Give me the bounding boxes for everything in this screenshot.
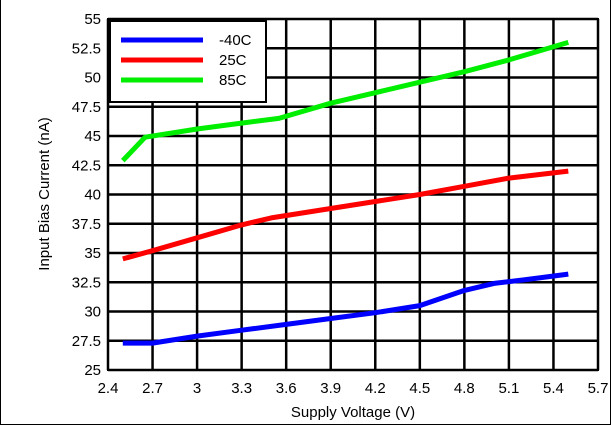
x-tick-label: 4.8 bbox=[454, 380, 475, 397]
y-tick-label: 50 bbox=[84, 70, 101, 87]
y-tick-label: 37.5 bbox=[72, 216, 101, 233]
legend-label-3: 85C bbox=[219, 72, 247, 89]
x-tick-label: 3.9 bbox=[320, 380, 341, 397]
x-tick-label: 2.7 bbox=[142, 380, 163, 397]
y-tick-label: 55 bbox=[84, 11, 101, 28]
y-tick-label: 45 bbox=[84, 128, 101, 145]
series-line-1 bbox=[122, 271, 569, 346]
y-tick-label: 35 bbox=[84, 245, 101, 262]
y-axis-label: Input Bias Current (nA) bbox=[36, 117, 53, 270]
x-tick-label: 5.7 bbox=[588, 380, 609, 397]
plot-border bbox=[107, 18, 599, 371]
y-tick-label: 42.5 bbox=[72, 157, 101, 174]
x-tick-labels: 2.4 2.7 3 3.3 3.6 3.9 4.2 4.5 4.8 5.1 5.4 5.7 bbox=[98, 380, 609, 397]
y-tick-label: 47.5 bbox=[72, 99, 101, 116]
x-tick-label: 3.6 bbox=[276, 380, 297, 397]
series-lines bbox=[120, 40, 570, 346]
y-tick-labels: 25 27.5 30 32.5 35 37.5 40 42.5 45 47.5 50 52.5 55 bbox=[72, 11, 101, 379]
y-tick-label: 40 bbox=[84, 187, 101, 204]
x-tick-label: 4.5 bbox=[409, 380, 430, 397]
x-tick-label: 4.2 bbox=[365, 380, 386, 397]
x-tick-label: 5.4 bbox=[543, 380, 564, 397]
series-line-3 bbox=[120, 40, 570, 163]
x-tick-label: 2.4 bbox=[98, 380, 119, 397]
series-line-2 bbox=[122, 168, 569, 262]
legend-label-2: 25C bbox=[219, 52, 247, 69]
x-axis-label: Supply Voltage (V) bbox=[291, 404, 415, 421]
legend: -40C 25C 85C bbox=[109, 20, 267, 103]
x-tick-label: 3.3 bbox=[231, 380, 252, 397]
y-tick-label: 52.5 bbox=[72, 40, 101, 57]
y-tick-label: 27.5 bbox=[72, 333, 101, 350]
x-tick-label: 3 bbox=[193, 380, 201, 397]
legend-label-1: -40C bbox=[219, 32, 252, 49]
x-tick-label: 5.1 bbox=[498, 380, 519, 397]
y-tick-label: 25 bbox=[84, 362, 101, 379]
y-tick-label: 30 bbox=[84, 304, 101, 321]
y-tick-label: 32.5 bbox=[72, 274, 101, 291]
